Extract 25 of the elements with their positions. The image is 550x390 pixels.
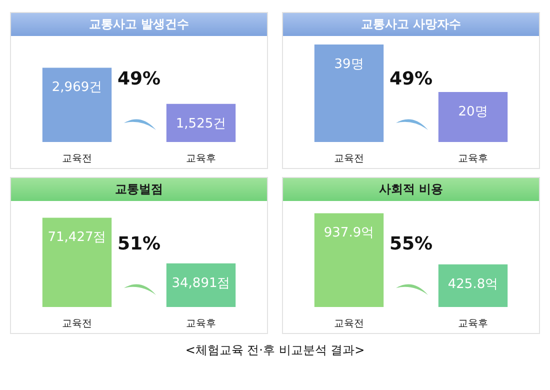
chart-title: 교통벌점 — [11, 178, 267, 201]
data-label: 937.9억 — [324, 226, 374, 241]
chart-title: 교통사고 발생건수 — [11, 13, 267, 36]
data-label: 1,525건 — [176, 116, 226, 132]
x-tick-label: 교육후 — [186, 154, 216, 165]
x-tick-label: 교육후 — [186, 318, 216, 330]
x-tick-label: 교육전 — [334, 154, 364, 165]
x-tick-label: 교육후 — [458, 154, 488, 165]
data-label: 34,891점 — [172, 276, 230, 291]
annotation: 55% — [389, 234, 433, 255]
annotation: 51% — [117, 234, 161, 255]
x-tick-label: 교육전 — [62, 154, 92, 165]
chart-title: 사회적 비용 — [283, 178, 539, 201]
data-label: 71,427점 — [48, 230, 106, 246]
annotation: 49% — [117, 68, 161, 90]
x-tick-label: 교육후 — [458, 318, 488, 330]
chart-title: 교통사고 사망자수 — [283, 13, 539, 36]
data-label: 39명 — [334, 56, 364, 72]
text: <체험교육 전·후 비교분석 결과> — [184, 342, 366, 359]
data-label: 2,969건 — [52, 80, 102, 96]
data-label: 20명 — [458, 104, 488, 120]
annotation: 49% — [389, 68, 433, 90]
x-tick-label: 교육전 — [62, 318, 92, 330]
x-tick-label: 교육전 — [334, 318, 364, 330]
data-label: 425.8억 — [448, 276, 498, 292]
